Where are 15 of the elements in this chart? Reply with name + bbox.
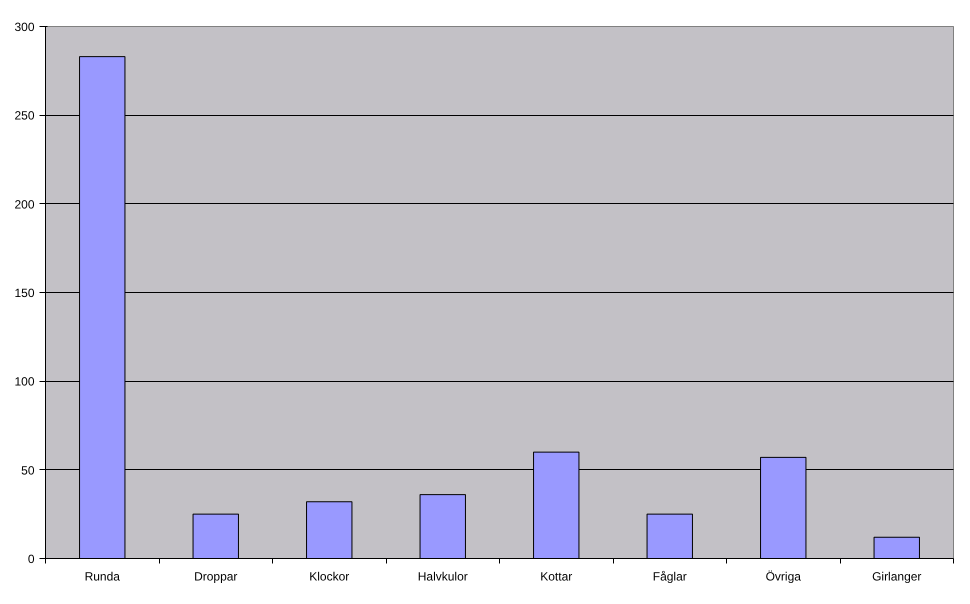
y-tick-label: 200 bbox=[14, 197, 35, 212]
x-tick-label: Droppar bbox=[194, 570, 238, 584]
x-tick-label: Kottar bbox=[540, 570, 572, 584]
y-tick-label: 300 bbox=[14, 20, 35, 34]
x-tick-label: Halvkulor bbox=[418, 570, 468, 584]
y-tick-label: 150 bbox=[14, 286, 35, 300]
x-tick-label: Girlanger bbox=[872, 570, 922, 584]
x-tick-label: Fåglar bbox=[652, 570, 687, 584]
y-tick-label: 100 bbox=[14, 374, 35, 389]
y-tick-label: 250 bbox=[14, 108, 35, 123]
x-tick-label: Klockor bbox=[309, 570, 350, 584]
x-tick-label: Runda bbox=[84, 570, 120, 584]
y-tick-label: 50 bbox=[21, 463, 35, 478]
y-tick-label: 0 bbox=[28, 552, 35, 566]
x-tick-label: Övriga bbox=[766, 570, 802, 584]
